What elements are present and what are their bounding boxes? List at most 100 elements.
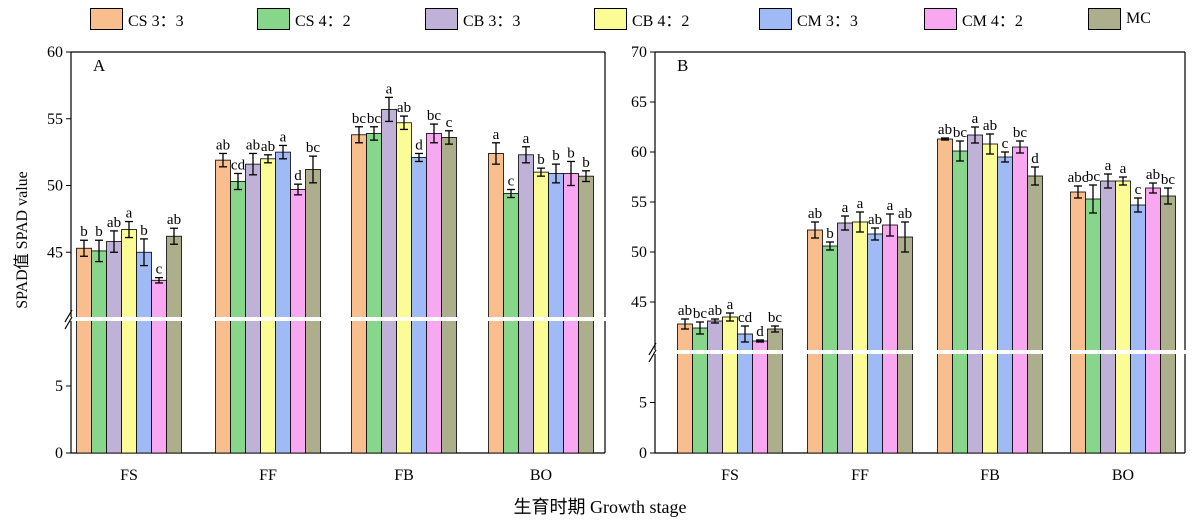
bar — [692, 327, 708, 454]
bar — [381, 109, 397, 454]
legend-label: CS 3：3 — [128, 13, 184, 30]
chart-panel-B: 05455055606570Bababababcbcbbcbcabaaaaaab… — [631, 44, 1186, 484]
significance-letter: bc — [693, 306, 708, 322]
legend-item: CB 3：3 — [425, 6, 520, 32]
significance-letter: c — [156, 262, 163, 278]
significance-letter: ab — [983, 118, 997, 134]
panel-label: A — [93, 56, 106, 75]
bar — [997, 156, 1013, 454]
x-tick-label: BO — [530, 467, 552, 484]
significance-letter: bc — [1086, 169, 1101, 185]
significance-letter: a — [727, 297, 734, 313]
y-tick-label: 45 — [47, 244, 63, 261]
significance-letter: d — [1031, 151, 1039, 167]
significance-letter: bc — [953, 125, 968, 141]
significance-letter: b — [567, 145, 575, 161]
chart-panel-A: 0545505560Ababbcabcdbccababaaaababbbadbc… — [47, 44, 606, 484]
x-tick-label: FB — [394, 467, 414, 484]
significance-letter: abc — [1068, 170, 1089, 186]
bar — [767, 328, 783, 454]
bar — [411, 157, 427, 454]
x-tick-label: FF — [851, 467, 869, 484]
bar — [1100, 180, 1116, 454]
significance-letter: a — [493, 127, 500, 143]
significance-letter: b — [95, 224, 103, 240]
significance-letter: d — [756, 324, 764, 340]
legend-swatch — [594, 8, 627, 30]
legend-swatch — [1088, 8, 1121, 30]
y-tick-label: 70 — [631, 44, 647, 61]
axis-break-band — [63, 317, 606, 321]
significance-letter: ab — [167, 212, 181, 228]
significance-letter: bc — [427, 108, 442, 124]
significance-letter: b — [140, 223, 148, 239]
legend-label: CM 3：3 — [797, 13, 858, 30]
significance-letter: c — [508, 174, 515, 190]
bar — [752, 340, 768, 454]
x-tick-label: FS — [120, 467, 138, 484]
bar — [822, 245, 838, 454]
bar — [1130, 204, 1146, 454]
bar — [1070, 191, 1086, 454]
significance-letter: b — [80, 224, 88, 240]
significance-letter: a — [1120, 161, 1127, 177]
significance-letter: a — [523, 131, 530, 147]
chart-legend: CS 3：3 CS 4：2 CB 3：3 CB 4：2 CM 3：3 CM 4：2 MC — [90, 6, 1151, 32]
x-tick-label: FF — [259, 467, 277, 484]
legend-item: MC — [1088, 6, 1151, 32]
legend-item: CM 4：2 — [924, 6, 1023, 32]
bar — [366, 133, 382, 454]
significance-letter: ab — [938, 122, 952, 138]
bar — [136, 251, 152, 454]
bar — [518, 154, 534, 454]
significance-letter: ab — [1146, 167, 1160, 183]
bar — [151, 279, 167, 454]
legend-swatch — [425, 8, 458, 30]
significance-letter: ab — [261, 139, 275, 155]
significance-letter: a — [126, 206, 133, 222]
y-tick-label: 0 — [639, 445, 647, 462]
bar — [488, 153, 504, 454]
significance-letter: bc — [306, 140, 321, 156]
significance-letter: bc — [1161, 172, 1176, 188]
y-tick-label: 5 — [55, 378, 63, 395]
bar — [722, 316, 738, 454]
significance-letter: ab — [216, 137, 230, 153]
bar — [867, 233, 883, 454]
bar — [677, 323, 693, 454]
significance-letter: ab — [246, 137, 260, 153]
bar — [897, 236, 913, 454]
y-axis-label: SPAD值 SPAD value — [14, 171, 31, 309]
bar — [1145, 187, 1161, 454]
bar — [441, 137, 457, 454]
significance-letter: bc — [1013, 125, 1028, 141]
y-tick-label: 45 — [631, 294, 647, 311]
significance-letter: c — [1002, 136, 1009, 152]
x-axis-label: 生育时期 Growth stage — [513, 497, 687, 517]
legend-swatch — [924, 8, 957, 30]
significance-letter: b — [552, 148, 560, 164]
bar — [91, 250, 107, 454]
legend-item: CS 4：2 — [257, 6, 351, 32]
bar — [1012, 146, 1028, 454]
legend-swatch — [759, 8, 792, 30]
legend-swatch — [90, 8, 123, 30]
legend-label: CB 4：2 — [632, 13, 690, 30]
bar — [533, 171, 549, 454]
axis-break-mark — [648, 342, 657, 356]
bar — [396, 122, 412, 454]
bar — [245, 163, 261, 454]
panel-label: B — [677, 56, 688, 75]
significance-letter: cd — [738, 310, 753, 326]
bar — [1027, 175, 1043, 454]
legend-item: CB 4：2 — [594, 6, 689, 32]
axis-break-mark — [64, 316, 73, 330]
bar — [351, 134, 367, 454]
y-tick-label: 55 — [631, 194, 647, 211]
significance-letter: ab — [708, 303, 722, 319]
bar — [426, 133, 442, 454]
significance-letter: ab — [868, 212, 882, 228]
y-tick-label: 5 — [639, 395, 647, 412]
bar — [852, 221, 868, 454]
bar — [1085, 198, 1101, 454]
